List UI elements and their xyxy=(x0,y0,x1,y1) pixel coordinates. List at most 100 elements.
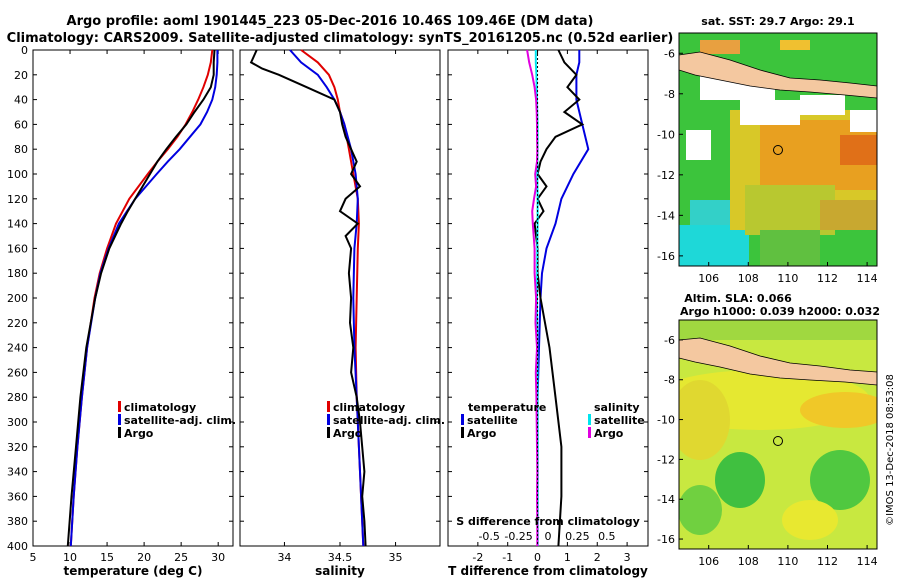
map-x-tick-label: 112 xyxy=(817,555,838,568)
difference-panel-frame xyxy=(447,49,649,547)
sla-argo-marker xyxy=(773,436,783,446)
x-tick-label: 20 xyxy=(137,551,151,564)
map-y-tick-label: -16 xyxy=(657,533,675,546)
temperature-chart: 5 10 15 20 25 30 xyxy=(30,49,225,564)
difference-legend: temperature satellite Argo salinity sate… xyxy=(461,401,645,440)
s-diff-tick-label: -0.25 xyxy=(504,530,532,543)
salinity-axis-label: salinity xyxy=(315,564,365,578)
sla-map-axes: 106 108 110 112 114 -6 -8 -10 -12 -14 -16 xyxy=(657,334,878,568)
legend-label: climatology xyxy=(124,401,196,414)
series-line-satellite xyxy=(69,50,219,547)
s-diff-tick-label: 0.5 xyxy=(598,530,616,543)
x-tick-label: -1 xyxy=(502,551,513,564)
legend-swatch-s-satellite xyxy=(588,414,591,425)
legend-swatch-satellite xyxy=(118,414,121,425)
temperature-panel-frame xyxy=(32,49,234,547)
legend-swatch-climatology xyxy=(327,401,330,412)
depth-tick-label: 240 xyxy=(7,342,28,355)
map-y-tick-label: -14 xyxy=(657,493,675,506)
salinity-legend: climatology satellite-adj. clim. Argo xyxy=(327,401,445,440)
legend-swatch-argo xyxy=(327,427,330,438)
x-tick-label: 34 xyxy=(277,551,291,564)
legend-label: Argo xyxy=(333,427,363,440)
map-y-tick-label: -8 xyxy=(664,88,675,101)
x-tick-label: 10 xyxy=(63,551,77,564)
series-line-argo xyxy=(249,49,367,547)
x-tick-label: 34.5 xyxy=(328,551,353,564)
map-y-tick-label: -14 xyxy=(657,209,675,222)
depth-tick-label: 340 xyxy=(7,466,28,479)
legend-swatch-t-argo xyxy=(461,427,464,438)
series-line-sal_argo xyxy=(526,49,539,546)
x-tick-label: 3 xyxy=(624,551,631,564)
sst-argo-marker xyxy=(773,145,783,155)
s-difference-axis-label: S difference from climatology xyxy=(456,515,640,528)
sla-map-image xyxy=(679,320,877,549)
difference-chart: -2 -1 0 1 2 3-0.5 -0.25 0 0.25 0.5 xyxy=(472,49,631,564)
sst-map-axes: 106 108 110 112 114 -6 -8 -10 -12 -14 -16 xyxy=(657,47,878,285)
depth-tick-label: 120 xyxy=(7,193,28,206)
x-tick-label: 0 xyxy=(534,551,541,564)
depth-axis: 0 20 40 60 80 100 120 140 160 180 200 220 240 260 280 3… xyxy=(7,44,648,553)
legend-swatch-climatology xyxy=(118,401,121,412)
temperature-legend: climatology satellite-adj. clim. Argo xyxy=(118,401,236,440)
depth-tick-label: 40 xyxy=(14,94,28,107)
legend-swatch-satellite xyxy=(327,414,330,425)
x-tick-label: 5 xyxy=(30,551,37,564)
map-y-tick-label: -12 xyxy=(657,169,675,182)
map-x-tick-label: 110 xyxy=(777,555,798,568)
map-x-tick-label: 108 xyxy=(738,272,759,285)
sst-map-frame xyxy=(678,32,878,267)
x-tick-label: 2 xyxy=(594,551,601,564)
depth-tick-label: 320 xyxy=(7,441,28,454)
depth-tick-label: 20 xyxy=(14,69,28,82)
legend-title-salinity: salinity xyxy=(594,401,640,414)
map-y-tick-label: -6 xyxy=(664,47,675,60)
legend-label: Argo xyxy=(594,427,624,440)
sla-map-title-1: Altim. SLA: 0.066 xyxy=(684,292,792,305)
depth-tick-label: 60 xyxy=(14,118,28,131)
header-line-1: Argo profile: aoml 1901445_223 05-Dec-20… xyxy=(67,14,594,29)
legend-swatch-argo xyxy=(118,427,121,438)
map-x-tick-label: 106 xyxy=(698,555,719,568)
map-y-tick-label: -10 xyxy=(657,128,675,141)
x-tick-label: 15 xyxy=(100,551,114,564)
map-x-tick-label: 112 xyxy=(817,272,838,285)
x-tick-label: 35 xyxy=(389,551,403,564)
legend-swatch-t-satellite xyxy=(461,414,464,425)
legend-label: satellite-adj. clim. xyxy=(333,414,445,427)
depth-tick-label: 80 xyxy=(14,143,28,156)
x-tick-label: -2 xyxy=(472,551,483,564)
series-line-argo xyxy=(533,49,585,547)
legend-label: satellite xyxy=(467,414,518,427)
map-y-tick-label: -10 xyxy=(657,414,675,427)
depth-tick-label: 400 xyxy=(7,540,28,553)
t-difference-axis-label: T difference from climatology xyxy=(448,564,648,578)
map-x-tick-label: 106 xyxy=(698,272,719,285)
legend-label: Argo xyxy=(124,427,154,440)
depth-tick-label: 360 xyxy=(7,490,28,503)
depth-tick-label: 260 xyxy=(7,366,28,379)
salinity-chart: 34 34.5 35 xyxy=(249,49,403,564)
depth-tick-label: 180 xyxy=(7,267,28,280)
legend-label: Argo xyxy=(467,427,497,440)
depth-tick-label: 300 xyxy=(7,416,28,429)
legend-label: satellite xyxy=(594,414,645,427)
depth-tick-label: 380 xyxy=(7,515,28,528)
sst-map-title: sat. SST: 29.7 Argo: 29.1 xyxy=(701,15,854,28)
temperature-axis-label: temperature (deg C) xyxy=(64,564,203,578)
sla-map-title-2: Argo h1000: 0.039 h2000: 0.032 xyxy=(680,305,880,318)
map-y-tick-label: -8 xyxy=(664,374,675,387)
s-diff-tick-label: 0 xyxy=(545,530,552,543)
depth-tick-label: 220 xyxy=(7,317,28,330)
series-line-argo xyxy=(66,49,216,547)
header-line-2: Climatology: CARS2009. Satellite-adjuste… xyxy=(7,31,674,46)
depth-tick-label: 200 xyxy=(7,292,28,305)
depth-tick-label: 100 xyxy=(7,168,28,181)
s-diff-tick-label: 0.25 xyxy=(565,530,590,543)
legend-swatch-s-argo xyxy=(588,427,591,438)
depth-tick-label: 160 xyxy=(7,242,28,255)
map-x-tick-label: 114 xyxy=(857,272,878,285)
x-tick-label: 25 xyxy=(174,551,188,564)
